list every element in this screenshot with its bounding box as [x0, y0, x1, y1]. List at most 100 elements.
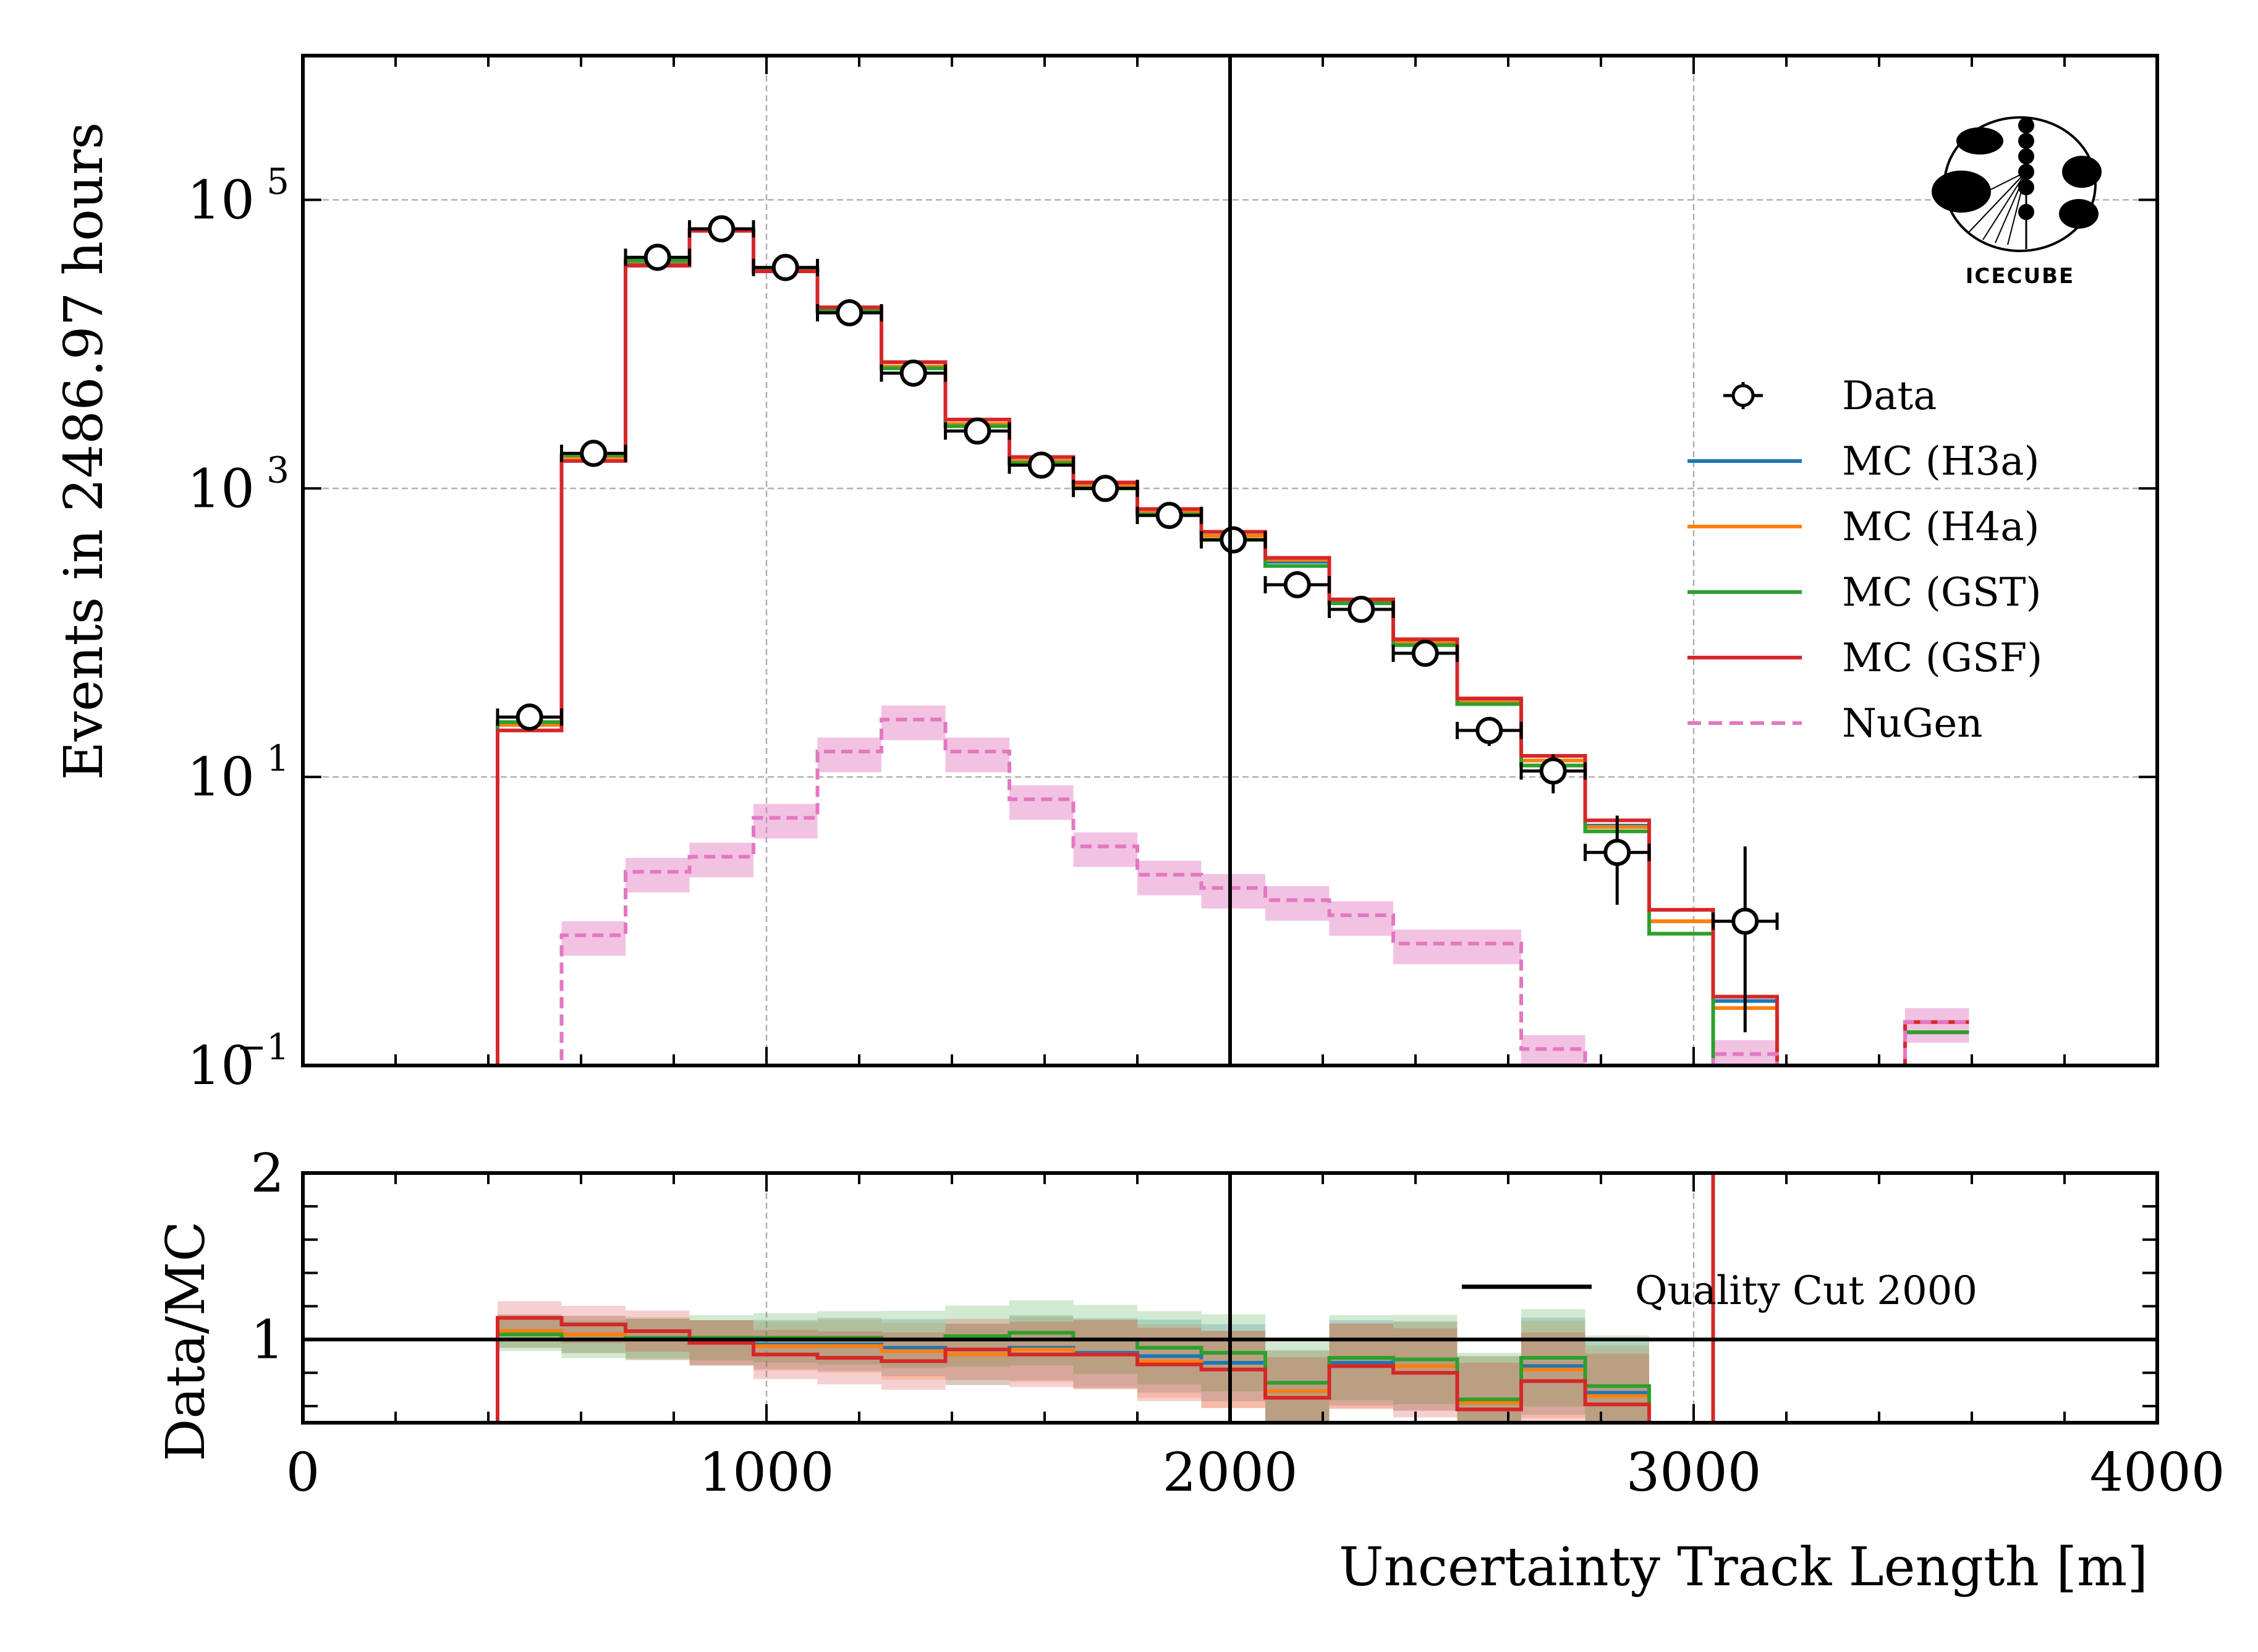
legend-label: MC (H4a) [1842, 504, 2039, 550]
data-marker [1731, 907, 1759, 935]
nugen-band [1009, 785, 1074, 820]
logo-ray [1967, 171, 2027, 234]
nugen-band [945, 737, 1009, 773]
data-marker [1092, 475, 1119, 502]
data-marker [771, 253, 799, 281]
legend-label: MC (GSF) [1842, 635, 2042, 681]
ratio-band [1585, 1335, 1649, 1423]
legend-label: NuGen [1842, 701, 1982, 747]
legend-entry: MC (GST) [1687, 570, 2041, 616]
nugen-band [881, 705, 946, 740]
y-tick-label: 10 [187, 458, 255, 520]
logo-dom [1932, 171, 1991, 213]
ratio-band [1265, 1350, 1330, 1423]
x-tick-label: 0 [286, 1442, 320, 1504]
data-point [496, 703, 563, 731]
data-point [1391, 640, 1459, 667]
data-point [1008, 451, 1075, 479]
x-tick-label: 4000 [2090, 1442, 2225, 1504]
data-marker [899, 359, 927, 387]
x-tick-label: 3000 [1626, 1442, 1762, 1504]
legend-entry: MC (H4a) [1687, 504, 2039, 550]
data-point [624, 244, 691, 271]
data-marker [643, 244, 671, 271]
data-point [1712, 846, 1779, 1033]
data-point [880, 359, 947, 387]
legend-label: Data [1842, 373, 1937, 419]
legend-label: MC (H3a) [1842, 439, 2039, 485]
logo-ray [1982, 171, 2027, 240]
nugen-band [753, 803, 818, 839]
x-tick-label: 1000 [699, 1442, 834, 1504]
data-marker [1603, 839, 1631, 866]
y-tick-label: 10 [187, 747, 255, 808]
y-tick-label: 10 [187, 1035, 255, 1097]
legend-entry: MC (H3a) [1687, 439, 2039, 485]
y-tick-exponent: 1 [266, 737, 289, 779]
data-point [1519, 754, 1587, 794]
ratio-band [1457, 1363, 1521, 1423]
series-mc-h4a- [496, 227, 1969, 1067]
data-marker [516, 703, 543, 731]
series-mc-gst- [496, 227, 1969, 1067]
ratio-band [1585, 1345, 1649, 1423]
ratio-band [1521, 1332, 1585, 1423]
legend-entry: Data [1723, 373, 1937, 419]
ratio-band [1457, 1356, 1521, 1423]
legend-entry: NuGen [1687, 701, 1982, 747]
data-marker [1539, 757, 1567, 785]
data-point [944, 417, 1011, 445]
x-axis-label: Uncertainty Track Length [m] [1339, 1536, 2148, 1598]
data-point [1263, 571, 1331, 599]
nugen-band [1393, 930, 1458, 965]
x-tick-label: 2000 [1163, 1442, 1298, 1504]
data-point [560, 439, 627, 467]
logo-text: ICECUBE [1966, 264, 2075, 289]
logo-dom [2059, 199, 2099, 229]
data-point [1200, 526, 1267, 554]
ratio-band [1585, 1342, 1649, 1423]
icecube-logo: ICECUBE [1932, 116, 2102, 289]
legend-label: MC (GST) [1842, 570, 2041, 616]
y-tick-exponent: 5 [266, 160, 289, 202]
ratio-data-mc-gsf- [496, 1171, 1777, 1425]
nugen-band [1457, 930, 1521, 965]
data-marker [1475, 716, 1503, 744]
ratio-panel: 1 2 0 1000 2000 3000 4000 Quality Cut 2000 [250, 1143, 2225, 1504]
nugen-band [626, 858, 690, 892]
data-point [688, 215, 755, 243]
y-tick-label: 10 [187, 169, 255, 231]
logo-dom [1956, 127, 2003, 155]
data-marker [708, 215, 736, 243]
data-point [1135, 501, 1203, 529]
data-point [1072, 475, 1139, 502]
ratio-y-axis-label: Data/MC [155, 1221, 217, 1462]
nugen-band [1073, 832, 1137, 867]
ratio-band [1585, 1353, 1649, 1423]
nugen-band [1265, 886, 1330, 921]
ratio-band [1457, 1356, 1521, 1423]
logo-ray [2007, 171, 2027, 245]
data-marker [1348, 596, 1375, 624]
ratio-band [1265, 1350, 1330, 1423]
nugen-band [817, 737, 881, 773]
nugen-band [689, 842, 753, 878]
data-marker [964, 417, 991, 445]
nugen-band [1329, 901, 1393, 936]
nugen-band [1201, 874, 1265, 909]
data-point [1328, 596, 1395, 624]
y-tick-exponent: 3 [266, 449, 289, 491]
y-axis-label: Events in 2486.97 hours [53, 122, 115, 781]
nugen-band [561, 921, 626, 956]
series-mc-gsf- [496, 229, 1969, 1067]
series-mc-h3a- [496, 227, 1969, 1067]
data-point [752, 253, 819, 281]
data-marker [1283, 571, 1311, 599]
logo-ray [1995, 171, 2027, 244]
nugen-band [1137, 860, 1202, 896]
legend-entry: MC (GSF) [1687, 635, 2042, 681]
legend-data-marker [1731, 384, 1755, 407]
logo-dom [2062, 156, 2102, 188]
